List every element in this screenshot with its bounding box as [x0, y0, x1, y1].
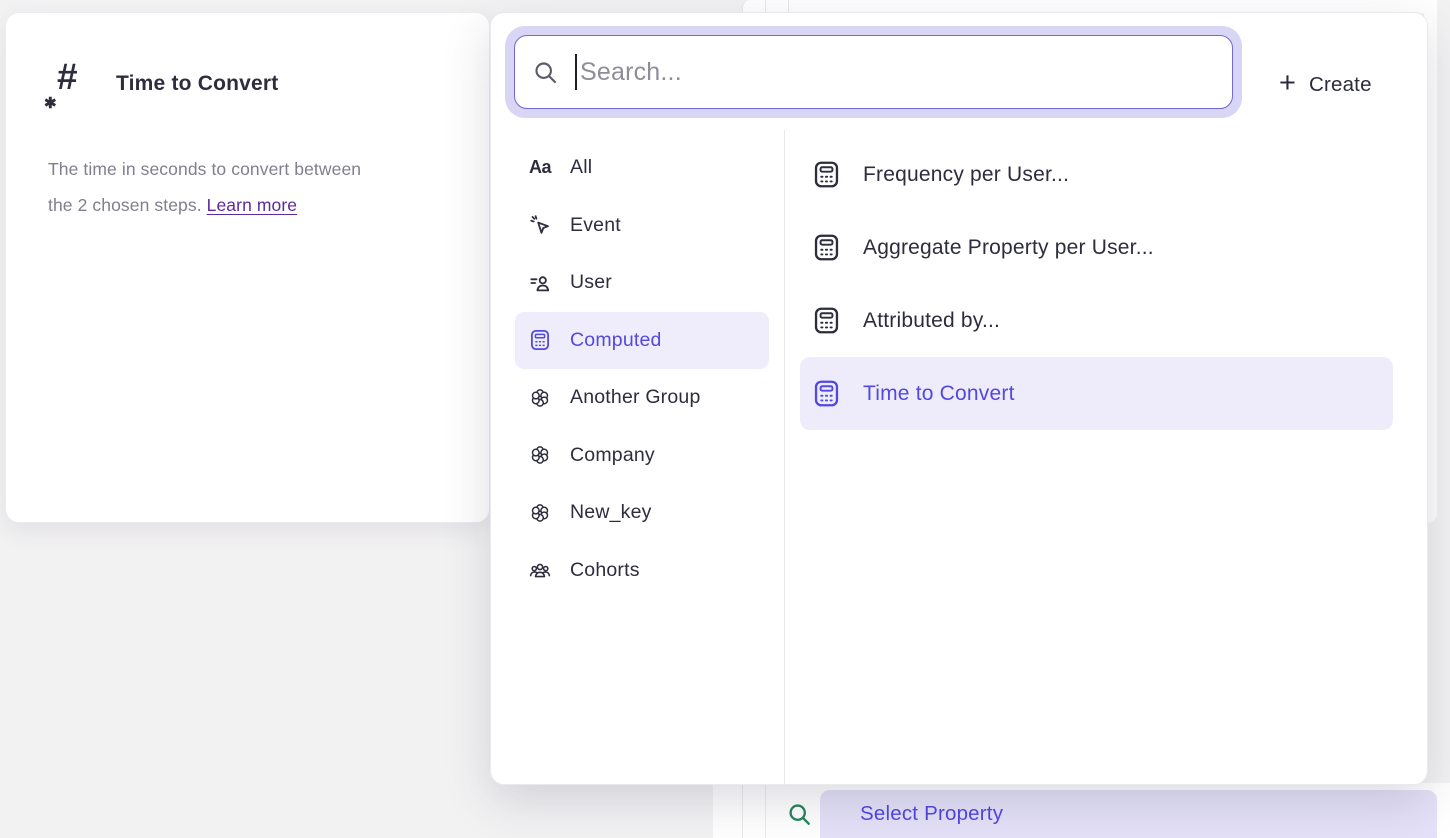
result-item-time-to-convert[interactable]: Time to Convert — [800, 357, 1393, 430]
group-cluster-icon — [528, 443, 552, 467]
property-picker-popup: Search... + Create Aa All — [490, 12, 1428, 785]
plus-icon: + — [1279, 67, 1296, 99]
cohorts-icon — [528, 558, 552, 582]
category-item-computed[interactable]: Computed — [515, 311, 769, 369]
calculator-icon — [811, 378, 842, 409]
group-cluster-icon — [528, 501, 552, 525]
category-item-another-group[interactable]: Another Group — [515, 369, 769, 427]
category-item-new-key[interactable]: New_key — [515, 484, 769, 542]
group-cluster-icon — [528, 386, 552, 410]
calculator-icon — [811, 232, 842, 263]
user-list-icon — [528, 271, 552, 295]
numeric-hash-icon: # ✱ — [44, 56, 78, 112]
search-placeholder: Search... — [580, 57, 682, 86]
category-item-cohorts[interactable]: Cohorts — [515, 542, 769, 600]
background-divider — [765, 0, 766, 13]
category-item-event[interactable]: Event — [515, 197, 769, 255]
tooltip-description-line2: the 2 chosen steps. Learn more — [48, 194, 298, 215]
result-item-attributed-by[interactable]: Attributed by... — [800, 284, 1393, 357]
background-divider — [742, 783, 743, 838]
learn-more-link[interactable]: Learn more — [206, 194, 298, 215]
search-icon-green — [786, 801, 813, 828]
calculator-icon — [811, 159, 842, 190]
text-aa-icon: Aa — [528, 157, 552, 178]
background-card-top — [742, 0, 1437, 13]
select-property-label: Select Property — [860, 802, 1004, 825]
category-list: Aa All Event — [515, 139, 769, 599]
property-tooltip-card: # ✱ Time to Convert The time in seconds … — [5, 12, 490, 523]
tooltip-description-line1: The time in seconds to convert between — [48, 159, 362, 179]
result-item-frequency-per-user[interactable]: Frequency per User... — [800, 138, 1393, 211]
pane-divider — [784, 130, 785, 785]
background-divider — [765, 783, 766, 838]
calculator-icon — [811, 305, 842, 336]
text-cursor — [575, 54, 577, 90]
tooltip-description: The time in seconds to convert between t… — [48, 152, 458, 223]
create-button[interactable]: + Create — [1269, 59, 1382, 111]
result-item-aggregate-property-per-user[interactable]: Aggregate Property per User... — [800, 211, 1393, 284]
results-list: Frequency per User... Aggregate Property… — [800, 138, 1393, 430]
category-item-user[interactable]: User — [515, 254, 769, 312]
calculator-icon — [528, 328, 552, 352]
background-divider — [788, 0, 789, 13]
category-item-all[interactable]: Aa All — [528, 156, 593, 179]
search-input[interactable]: Search... — [514, 35, 1233, 109]
category-item-company[interactable]: Company — [515, 427, 769, 485]
cursor-click-icon — [528, 213, 552, 237]
search-icon — [532, 59, 559, 86]
select-property-button[interactable]: Select Property — [820, 790, 1437, 838]
tooltip-title: Time to Convert — [116, 72, 279, 95]
